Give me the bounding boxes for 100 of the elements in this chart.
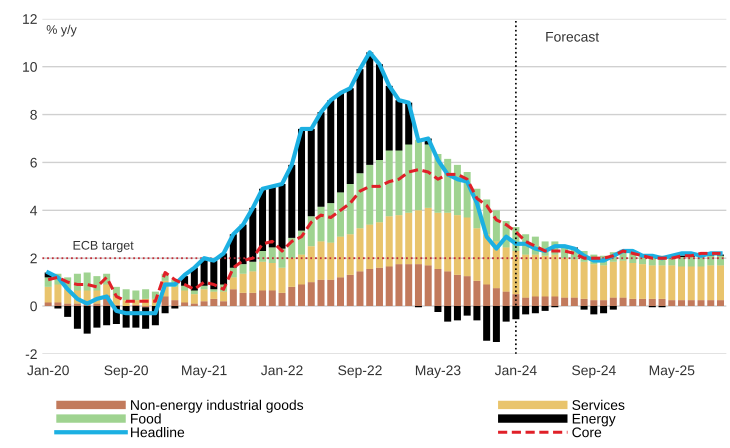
- bar: [707, 265, 714, 300]
- bar: [424, 144, 432, 208]
- bar: [542, 296, 549, 306]
- bar: [200, 286, 208, 290]
- bar: [464, 276, 471, 306]
- bar: [454, 306, 461, 320]
- bar: [707, 256, 714, 266]
- bar: [570, 259, 578, 298]
- bar: [84, 272, 91, 290]
- bar: [190, 294, 198, 304]
- bar: [405, 144, 412, 213]
- bar: [268, 247, 276, 263]
- bar: [444, 212, 452, 272]
- x-tick-label: Jan-20: [27, 365, 69, 376]
- x-tick-label: Sep-20: [104, 365, 148, 378]
- bar: [658, 298, 666, 306]
- bar: [366, 268, 374, 306]
- bar: [142, 289, 150, 299]
- bar: [308, 246, 315, 282]
- bar: [376, 64, 383, 160]
- bar: [483, 284, 490, 306]
- bar: [716, 265, 724, 300]
- bar: [318, 280, 325, 306]
- bar: [386, 150, 393, 216]
- bar: [620, 260, 627, 298]
- x-tick-label: Sep-24: [572, 365, 616, 378]
- bar: [366, 164, 374, 225]
- y-tick-label: -2: [26, 349, 37, 359]
- bar: [580, 262, 588, 299]
- bar: [336, 277, 344, 306]
- bar: [327, 280, 334, 306]
- bar: [444, 271, 452, 306]
- bar: [386, 266, 393, 306]
- bar: [162, 306, 169, 314]
- bar: [327, 203, 334, 243]
- bar: [64, 304, 72, 306]
- bar: [629, 298, 636, 306]
- bar: [454, 215, 461, 275]
- x-tick-label: Sep-22: [338, 365, 382, 378]
- bar: [210, 292, 218, 299]
- bar: [707, 300, 714, 306]
- bar: [171, 300, 178, 306]
- bar: [590, 264, 598, 300]
- bar: [298, 254, 306, 285]
- bar: [200, 289, 208, 302]
- bar: [103, 284, 110, 296]
- bar: [502, 247, 510, 292]
- y-tick-label: 4: [30, 206, 38, 216]
- bar: [259, 290, 266, 306]
- bar: [542, 306, 549, 311]
- bar: [395, 264, 402, 306]
- bar: [492, 288, 500, 306]
- x-tick-label: Jan-22: [261, 365, 303, 376]
- bar: [220, 301, 228, 306]
- bar: [590, 306, 598, 314]
- bar: [434, 212, 442, 269]
- y-tick-label: 8: [30, 110, 37, 120]
- bar: [502, 306, 510, 322]
- bar: [122, 289, 130, 300]
- bar: [454, 274, 461, 306]
- bar: [240, 274, 247, 293]
- bar: [44, 302, 52, 306]
- bar: [298, 284, 306, 306]
- x-tick-label: Jan-24: [494, 365, 537, 376]
- bar: [658, 265, 666, 299]
- line-series: [46, 168, 722, 303]
- bar: [386, 216, 393, 267]
- bar: [570, 298, 578, 306]
- bar: [678, 266, 686, 300]
- bar: [44, 286, 52, 302]
- bar: [698, 300, 705, 306]
- bar: [210, 298, 218, 306]
- bar: [610, 262, 617, 298]
- bar: [502, 292, 510, 306]
- bar: [288, 164, 296, 238]
- bar: [366, 224, 374, 269]
- bar: [561, 298, 568, 306]
- bar: [318, 241, 325, 280]
- bar: [356, 173, 364, 228]
- bar: [492, 306, 500, 342]
- bar: [376, 222, 383, 268]
- bar: [424, 265, 432, 306]
- bar: [230, 277, 237, 290]
- bar: [551, 296, 558, 306]
- legend-label: Core: [572, 427, 602, 438]
- bar: [610, 306, 617, 310]
- bar: [336, 192, 344, 237]
- bar: [376, 268, 383, 306]
- bar: [551, 254, 558, 296]
- bar: [668, 300, 676, 306]
- bar: [444, 306, 452, 322]
- bar: [103, 306, 110, 326]
- bar: [522, 298, 530, 306]
- bar: [386, 86, 393, 150]
- bar: [414, 210, 422, 264]
- bar: [395, 150, 402, 216]
- bar: [434, 306, 442, 312]
- bar: [259, 262, 266, 290]
- bar: [580, 298, 588, 306]
- bar: [240, 264, 247, 274]
